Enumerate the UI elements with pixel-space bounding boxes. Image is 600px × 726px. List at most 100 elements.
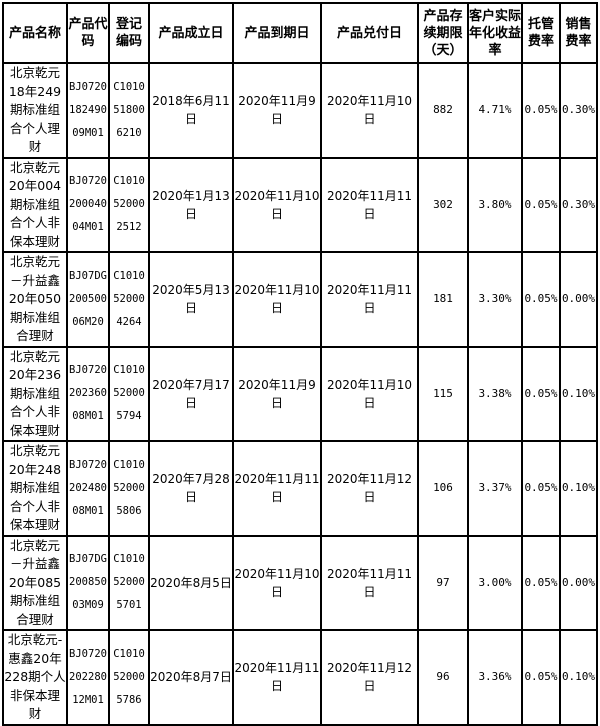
cell-end: 2020年11月11日 [232, 440, 322, 537]
cell-reg-text: C1010520004264 [113, 269, 145, 328]
cell-end: 2020年11月10日 [232, 534, 322, 631]
cell-sales: 0.10% [559, 440, 598, 537]
cell-reg-text: C1010518006210 [113, 80, 145, 139]
cell-end: 2020年11月10日 [232, 156, 322, 253]
cell-custody: 0.05% [521, 345, 561, 442]
cell-days: 302 [417, 156, 469, 253]
cell-reg-text: C1010520002512 [113, 175, 145, 234]
cell-end: 2020年11月9日 [232, 345, 322, 442]
cell-days: 181 [417, 251, 469, 348]
cell-code: BJ072020248008M01 [66, 440, 110, 537]
cell-code: BJ07DG20050006M20 [66, 251, 110, 348]
cell-end: 2020年11月11日 [232, 629, 322, 726]
cell-sales: 0.10% [559, 629, 598, 726]
cell-name: 北京乾元20年004期标准组合个人非保本理财 [2, 156, 68, 253]
cell-yield: 3.30% [467, 251, 523, 348]
cell-reg-text: C1010520005794 [113, 364, 145, 423]
cell-sales: 0.00% [559, 251, 598, 348]
cell-start: 2020年5月13日 [148, 251, 234, 348]
cell-pay: 2020年11月12日 [320, 629, 419, 726]
header-row: 产品名称 产品代码 登记编码 产品成立日 产品到期日 产品兑付日 产品存续期限（天） 客户实际… [2, 2, 598, 64]
cell-start: 2020年7月28日 [148, 440, 234, 537]
header-name: 产品名称 [2, 2, 68, 64]
cell-reg: C1010520005806 [108, 440, 150, 537]
cell-start: 2020年8月5日 [148, 534, 234, 631]
header-code: 产品代码 [66, 2, 110, 64]
cell-yield: 3.37% [467, 440, 523, 537]
table-row: 北京乾元20年004期标准组合个人非保本理财 BJ072020004004M01 C… [2, 156, 598, 253]
cell-start: 2018年6月11日 [148, 62, 234, 159]
cell-yield: 4.71% [467, 62, 523, 159]
cell-days: 97 [417, 534, 469, 631]
cell-name: 北京乾元18年249期标准组合个人理财 [2, 62, 68, 159]
table-row: 北京乾元20年236期标准组合个人非保本理财 BJ072020236008M01 C… [2, 345, 598, 442]
cell-start: 2020年8月7日 [148, 629, 234, 726]
cell-code: BJ072018249009M01 [66, 62, 110, 159]
cell-custody: 0.05% [521, 156, 561, 253]
cell-sales: 0.10% [559, 345, 598, 442]
cell-days: 115 [417, 345, 469, 442]
cell-pay: 2020年11月10日 [320, 345, 419, 442]
cell-code-text: BJ07DG20085003M09 [69, 553, 107, 612]
cell-name: 北京乾元20年236期标准组合个人非保本理财 [2, 345, 68, 442]
cell-yield: 3.36% [467, 629, 523, 726]
cell-code: BJ072020228012M01 [66, 629, 110, 726]
cell-reg-text: C1010520005701 [113, 553, 145, 612]
cell-reg: C1010520005786 [108, 629, 150, 726]
header-pay: 产品兑付日 [320, 2, 419, 64]
cell-pay: 2020年11月10日 [320, 62, 419, 159]
cell-custody: 0.05% [521, 440, 561, 537]
cell-reg-text: C1010520005806 [113, 458, 145, 517]
cell-custody: 0.05% [521, 629, 561, 726]
table-row: 北京乾元18年249期标准组合个人理财 BJ072018249009M01 C101… [2, 62, 598, 159]
header-sales: 销售费率 [559, 2, 598, 64]
cell-yield: 3.80% [467, 156, 523, 253]
cell-start: 2020年1月13日 [148, 156, 234, 253]
cell-reg: C1010520005701 [108, 534, 150, 631]
cell-code-text: BJ072020236008M01 [69, 364, 107, 423]
cell-reg: C1010520004264 [108, 251, 150, 348]
header-start: 产品成立日 [148, 2, 234, 64]
cell-pay: 2020年11月11日 [320, 251, 419, 348]
cell-days: 882 [417, 62, 469, 159]
cell-sales: 0.30% [559, 156, 598, 253]
header-reg: 登记编码 [108, 2, 150, 64]
cell-name: 北京乾元－升益鑫20年050期标准组合理财 [2, 251, 68, 348]
table-row: 北京乾元－升益鑫20年050期标准组合理财 BJ07DG20050006M20 C1… [2, 251, 598, 348]
cell-code-text: BJ072020004004M01 [69, 175, 107, 234]
cell-end: 2020年11月10日 [232, 251, 322, 348]
header-end: 产品到期日 [232, 2, 322, 64]
cell-custody: 0.05% [521, 251, 561, 348]
cell-reg-text: C1010520005786 [113, 647, 145, 706]
cell-start: 2020年7月17日 [148, 345, 234, 442]
header-custody: 托管费率 [521, 2, 561, 64]
cell-pay: 2020年11月12日 [320, 440, 419, 537]
cell-code-text: BJ072020228012M01 [69, 647, 107, 706]
cell-name: 北京乾元20年248期标准组合个人非保本理财 [2, 440, 68, 537]
cell-code: BJ07DG20085003M09 [66, 534, 110, 631]
cell-sales: 0.30% [559, 62, 598, 159]
cell-code: BJ072020236008M01 [66, 345, 110, 442]
cell-days: 106 [417, 440, 469, 537]
cell-code-text: BJ072020248008M01 [69, 458, 107, 517]
cell-custody: 0.05% [521, 62, 561, 159]
cell-yield: 3.00% [467, 534, 523, 631]
cell-pay: 2020年11月11日 [320, 156, 419, 253]
cell-custody: 0.05% [521, 534, 561, 631]
table-row: 北京乾元－升益鑫20年085期标准组合理财 BJ07DG20085003M09 C1… [2, 534, 598, 631]
cell-code-text: BJ072018249009M01 [69, 80, 107, 139]
table-row: 北京乾元20年248期标准组合个人非保本理财 BJ072020248008M01 C… [2, 440, 598, 537]
cell-reg: C1010520005794 [108, 345, 150, 442]
cell-yield: 3.38% [467, 345, 523, 442]
cell-code-text: BJ07DG20050006M20 [69, 269, 107, 328]
cell-pay: 2020年11月11日 [320, 534, 419, 631]
cell-name: 北京乾元－升益鑫20年085期标准组合理财 [2, 534, 68, 631]
header-yield: 客户实际年化收益率 [467, 2, 523, 64]
table-row: 北京乾元-惠鑫20年228期个人非保本理财 BJ072020228012M01 C1… [2, 629, 598, 726]
cell-days: 96 [417, 629, 469, 726]
cell-sales: 0.00% [559, 534, 598, 631]
cell-code: BJ072020004004M01 [66, 156, 110, 253]
header-days: 产品存续期限（天） [417, 2, 469, 64]
cell-name: 北京乾元-惠鑫20年228期个人非保本理财 [2, 629, 68, 726]
